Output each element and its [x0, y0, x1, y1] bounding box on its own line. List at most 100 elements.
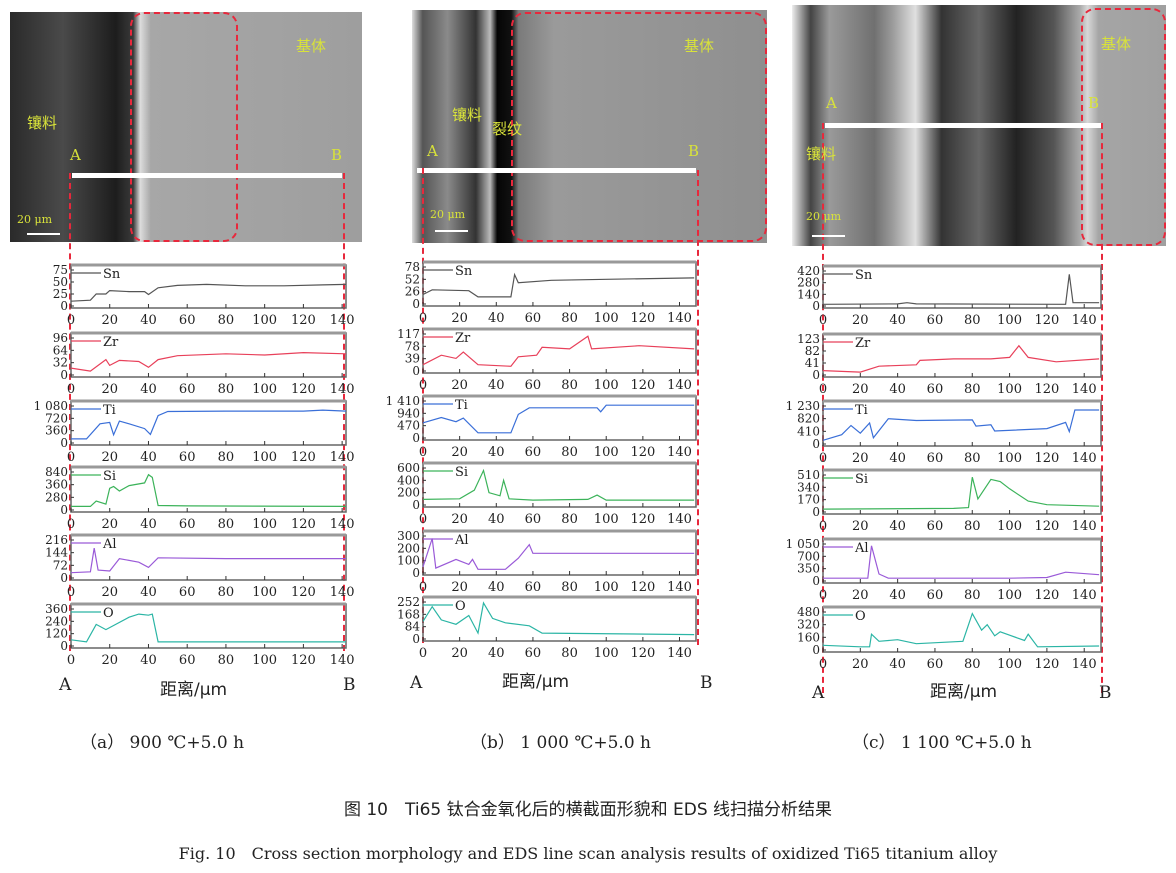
x-tick-label: 140: [667, 580, 692, 595]
legend-label: Si: [103, 469, 116, 484]
y-tick-label: 720: [45, 411, 68, 425]
x-tick-label: 120: [291, 517, 316, 532]
x-tick-label: 0: [819, 451, 827, 466]
x-tick-label: 0: [67, 653, 75, 668]
x-tick-label: 20: [852, 657, 869, 672]
x-tick-label: 100: [997, 657, 1022, 672]
x-tick-label: 140: [330, 450, 355, 465]
legend-label: Zr: [103, 335, 119, 350]
legend-label: Si: [855, 472, 868, 487]
x-axis-title-b: 距离/μm: [502, 672, 570, 692]
x-tick-label: 120: [1034, 519, 1059, 534]
x-tick-label: 40: [140, 517, 157, 532]
y-tick-label: 50: [53, 275, 68, 289]
subcaption-b: （b） 1 000 ℃+5.0 h: [470, 733, 652, 753]
y-tick-label: 1 230: [786, 399, 820, 413]
label-mount-c: 镶料: [806, 145, 837, 163]
x-tick-label: 20: [451, 646, 468, 661]
scan-line-a: [72, 173, 342, 178]
series-line-sn: [422, 272, 695, 298]
x-tick-label: 140: [667, 646, 692, 661]
y-tick-label: 280: [45, 490, 68, 504]
x-tick-label: 60: [927, 451, 944, 466]
x-tick-label: 20: [852, 519, 869, 534]
y-tick-label: 340: [797, 480, 820, 494]
x-tick-label: 40: [488, 512, 505, 527]
x-tick-label: 60: [927, 657, 944, 672]
x-tick-label: 140: [1072, 588, 1097, 603]
x-tick-label: 140: [1072, 657, 1097, 672]
x-tick-label: 40: [488, 378, 505, 393]
series-line-sn: [822, 274, 1100, 305]
y-tick-label: 75: [53, 263, 68, 277]
x-tick-label: 40: [889, 519, 906, 534]
x-tick-label: 120: [291, 382, 316, 397]
x-tick-label: 20: [101, 450, 118, 465]
x-tick-label: 60: [927, 382, 944, 397]
y-tick-label: 84: [405, 620, 421, 634]
y-tick-label: 0: [412, 498, 420, 512]
legend-label: Ti: [103, 403, 116, 418]
legend-label: Al: [854, 541, 869, 556]
x-tick-label: 100: [594, 580, 619, 595]
legend-label: Ti: [455, 398, 468, 413]
x-tick-label: 100: [594, 646, 619, 661]
y-tick-label: 0: [60, 299, 68, 313]
y-tick-label: 160: [797, 630, 820, 644]
subcaption-a: （a） 900 ℃+5.0 h: [80, 733, 245, 753]
x-tick-label: 40: [889, 588, 906, 603]
x-tick-label: 60: [525, 311, 542, 326]
x-tick-label: 60: [927, 519, 944, 534]
x-tick-label: 100: [594, 378, 619, 393]
x-tick-label: 0: [67, 313, 75, 328]
y-tick-label: 0: [60, 571, 68, 585]
x-tick-label: 40: [889, 313, 906, 328]
guide-line-a-end: [343, 173, 345, 651]
series-line-o: [70, 613, 346, 643]
x-tick-label: 60: [525, 445, 542, 460]
interface-marker-a: [130, 12, 238, 242]
series-line-zr: [422, 335, 695, 367]
legend-label: O: [455, 599, 466, 614]
y-tick-label: 100: [397, 554, 420, 568]
y-tick-label: 72: [53, 558, 68, 572]
y-tick-label: 940: [397, 406, 420, 420]
x-tick-label: 140: [330, 313, 355, 328]
y-tick-label: 64: [53, 343, 69, 357]
sem-image-a: [10, 12, 362, 242]
x-tick-label: 120: [291, 585, 316, 600]
x-tick-label: 80: [218, 585, 235, 600]
figure-caption-en: Fig. 10 Cross section morphology and EDS…: [178, 844, 998, 863]
x-tick-label: 80: [561, 445, 578, 460]
x-tick-label: 120: [630, 378, 655, 393]
y-tick-label: 117: [397, 327, 420, 341]
x-tick-label: 60: [179, 313, 196, 328]
subcaption-c: （c） 1 100 ℃+5.0 h: [852, 733, 1032, 753]
x-tick-label: 80: [561, 378, 578, 393]
scan-line-c: [825, 123, 1101, 128]
y-tick-label: 252: [397, 595, 420, 609]
x-tick-label: 0: [419, 445, 427, 460]
label-end-a: B: [331, 146, 343, 164]
x-tick-label: 40: [889, 657, 906, 672]
guide-line-c-end: [1101, 123, 1103, 693]
y-tick-label: 25: [53, 287, 68, 301]
y-tick-label: 144: [45, 546, 68, 560]
scale-bar-b: [435, 230, 468, 232]
y-tick-label: 0: [60, 503, 68, 517]
y-tick-label: 41: [805, 356, 820, 370]
x-tick-label: 120: [630, 580, 655, 595]
x-tick-label: 40: [140, 450, 157, 465]
x-tick-label: 100: [252, 653, 277, 668]
x-tick-label: 20: [451, 512, 468, 527]
x-tick-label: 20: [451, 311, 468, 326]
x-tick-label: 60: [525, 512, 542, 527]
x-tick-label: 80: [561, 646, 578, 661]
